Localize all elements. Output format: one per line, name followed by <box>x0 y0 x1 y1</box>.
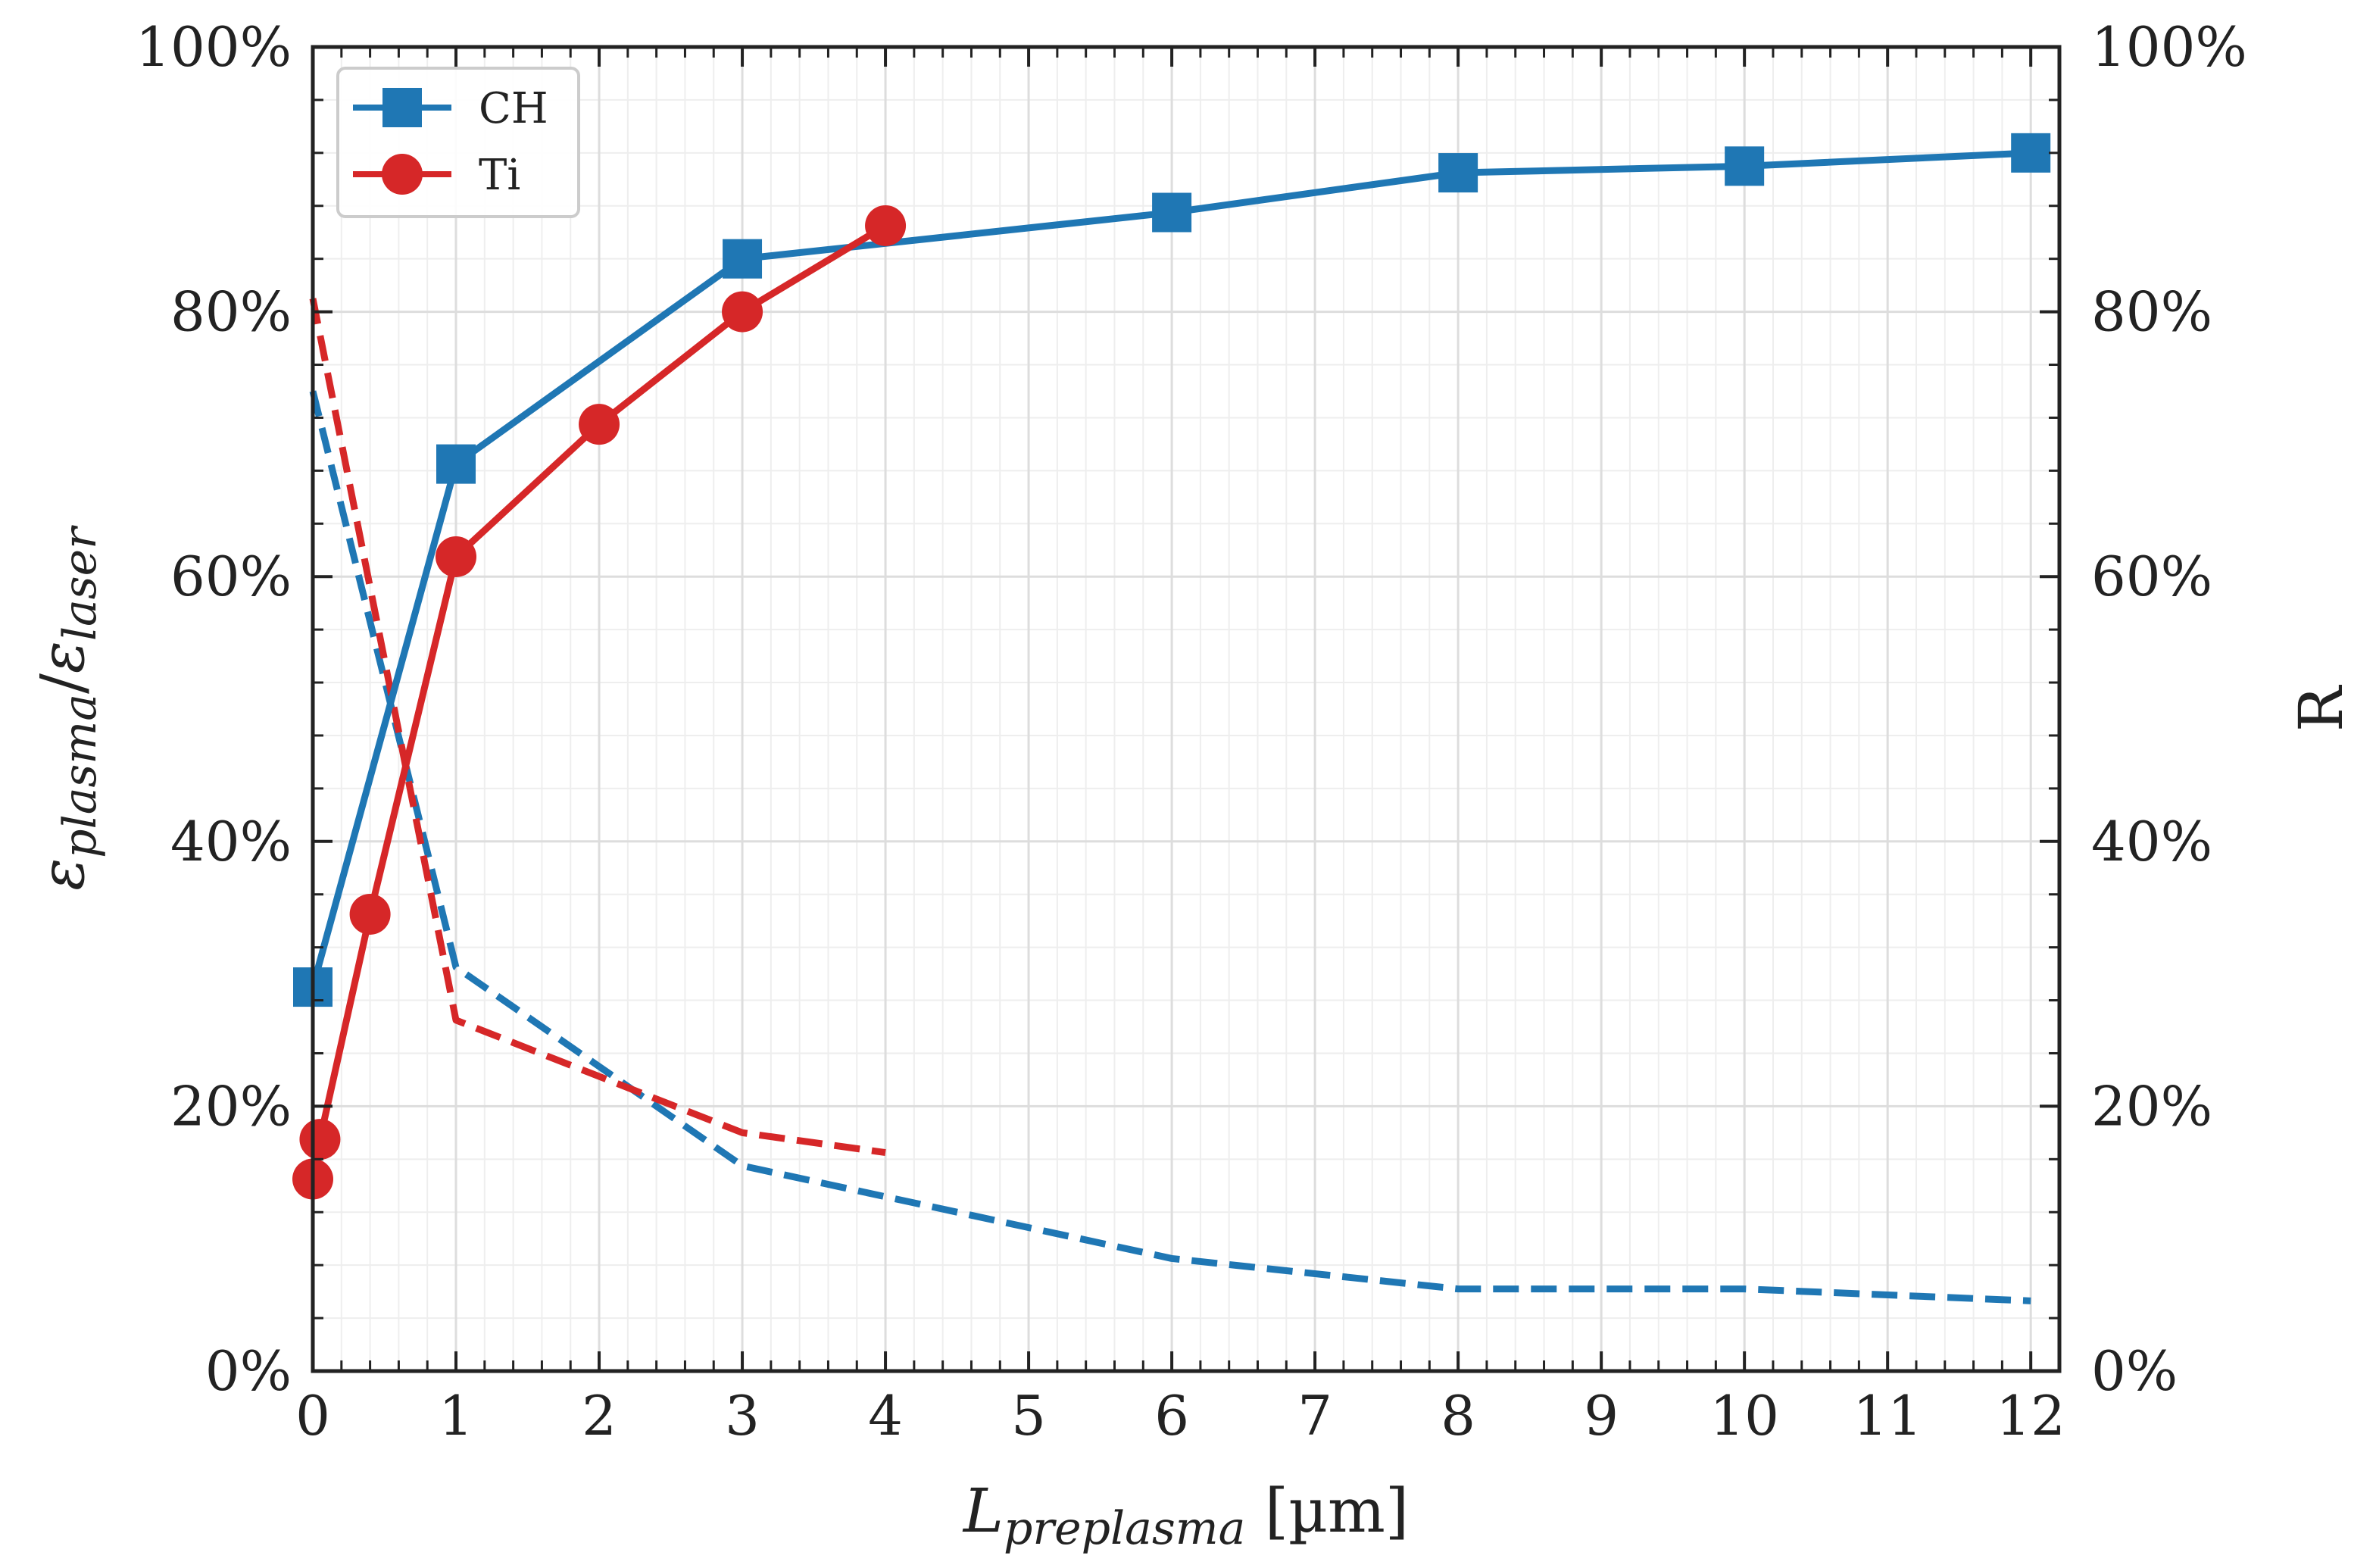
x-tick-label: 6 <box>1154 1384 1189 1448</box>
x-tick-label: 0 <box>295 1384 330 1448</box>
y-left-tick-label: 40% <box>170 810 292 873</box>
data-point-ch <box>723 239 763 279</box>
y-left-tick-label: 60% <box>170 545 292 608</box>
data-point-ch <box>1438 153 1478 193</box>
x-tick-label: 7 <box>1297 1384 1332 1448</box>
y-right-tick-label: 80% <box>2091 280 2212 344</box>
data-point-ch <box>1725 146 1765 186</box>
x-axis-label: Lpreplasma [µm] <box>962 1476 1409 1555</box>
data-point-ti <box>436 536 477 577</box>
series-line-ti-r <box>309 298 886 1157</box>
x-tick-label: 10 <box>1709 1384 1779 1448</box>
legend-marker-ti <box>382 154 423 195</box>
x-tick-label: 5 <box>1011 1384 1046 1448</box>
data-point-ch <box>436 444 476 484</box>
data-point-ch <box>2011 133 2051 173</box>
data-point-ti <box>579 404 620 445</box>
plot-frame <box>311 45 2062 1373</box>
y-right-tick-labels: 0% 20% 40% 60% 80% 100% <box>2091 15 2247 1403</box>
x-tick-label: 9 <box>1584 1384 1619 1448</box>
y-left-tick-label: 100% <box>136 15 292 79</box>
data-point-ti <box>865 205 907 246</box>
legend: CH Ti <box>336 67 580 218</box>
legend-marker-ch <box>382 88 422 127</box>
y-right-tick-label: 0% <box>2091 1339 2178 1403</box>
x-tick-label: 8 <box>1441 1384 1475 1448</box>
series-layer <box>292 133 2051 1304</box>
data-point-ch <box>1152 192 1192 233</box>
y-right-axis-label: R <box>2286 684 2356 732</box>
x-tick-label: 12 <box>1996 1384 2065 1448</box>
y-right-tick-label: 20% <box>2091 1074 2212 1138</box>
legend-item-ti: Ti <box>353 151 520 200</box>
x-tick-labels: 0 1 2 3 4 5 6 7 8 9 10 11 12 <box>295 1384 2065 1448</box>
x-tick-label: 1 <box>439 1384 473 1448</box>
grid-major <box>311 45 2059 1373</box>
y-left-tick-label: 80% <box>170 280 292 344</box>
data-point-ti <box>722 291 763 333</box>
x-tick-label: 4 <box>868 1384 903 1448</box>
data-point-ti <box>299 1119 341 1160</box>
x-tick-label: 2 <box>582 1384 617 1448</box>
data-point-ti <box>349 893 391 935</box>
y-right-tick-label: 40% <box>2091 810 2212 873</box>
y-right-tick-label: 100% <box>2091 15 2247 79</box>
grid-minor <box>313 47 2060 1371</box>
series-line-ch-r <box>309 390 2031 1304</box>
legend-label-ch: CH <box>479 84 548 133</box>
y-right-tick-label: 60% <box>2091 545 2212 608</box>
y-left-tick-labels: 0% 20% 40% 60% 80% 100% <box>136 15 292 1403</box>
x-tick-label: 3 <box>725 1384 760 1448</box>
y-left-axis-label: εplasma/εlaser <box>27 525 107 891</box>
y-left-tick-label: 20% <box>170 1074 292 1138</box>
legend-label-ti: Ti <box>479 151 520 200</box>
legend-item-ch: CH <box>353 84 548 133</box>
y-left-tick-label: 0% <box>205 1339 292 1403</box>
ticks-layer <box>311 45 2061 1373</box>
x-tick-label: 11 <box>1853 1384 1922 1448</box>
